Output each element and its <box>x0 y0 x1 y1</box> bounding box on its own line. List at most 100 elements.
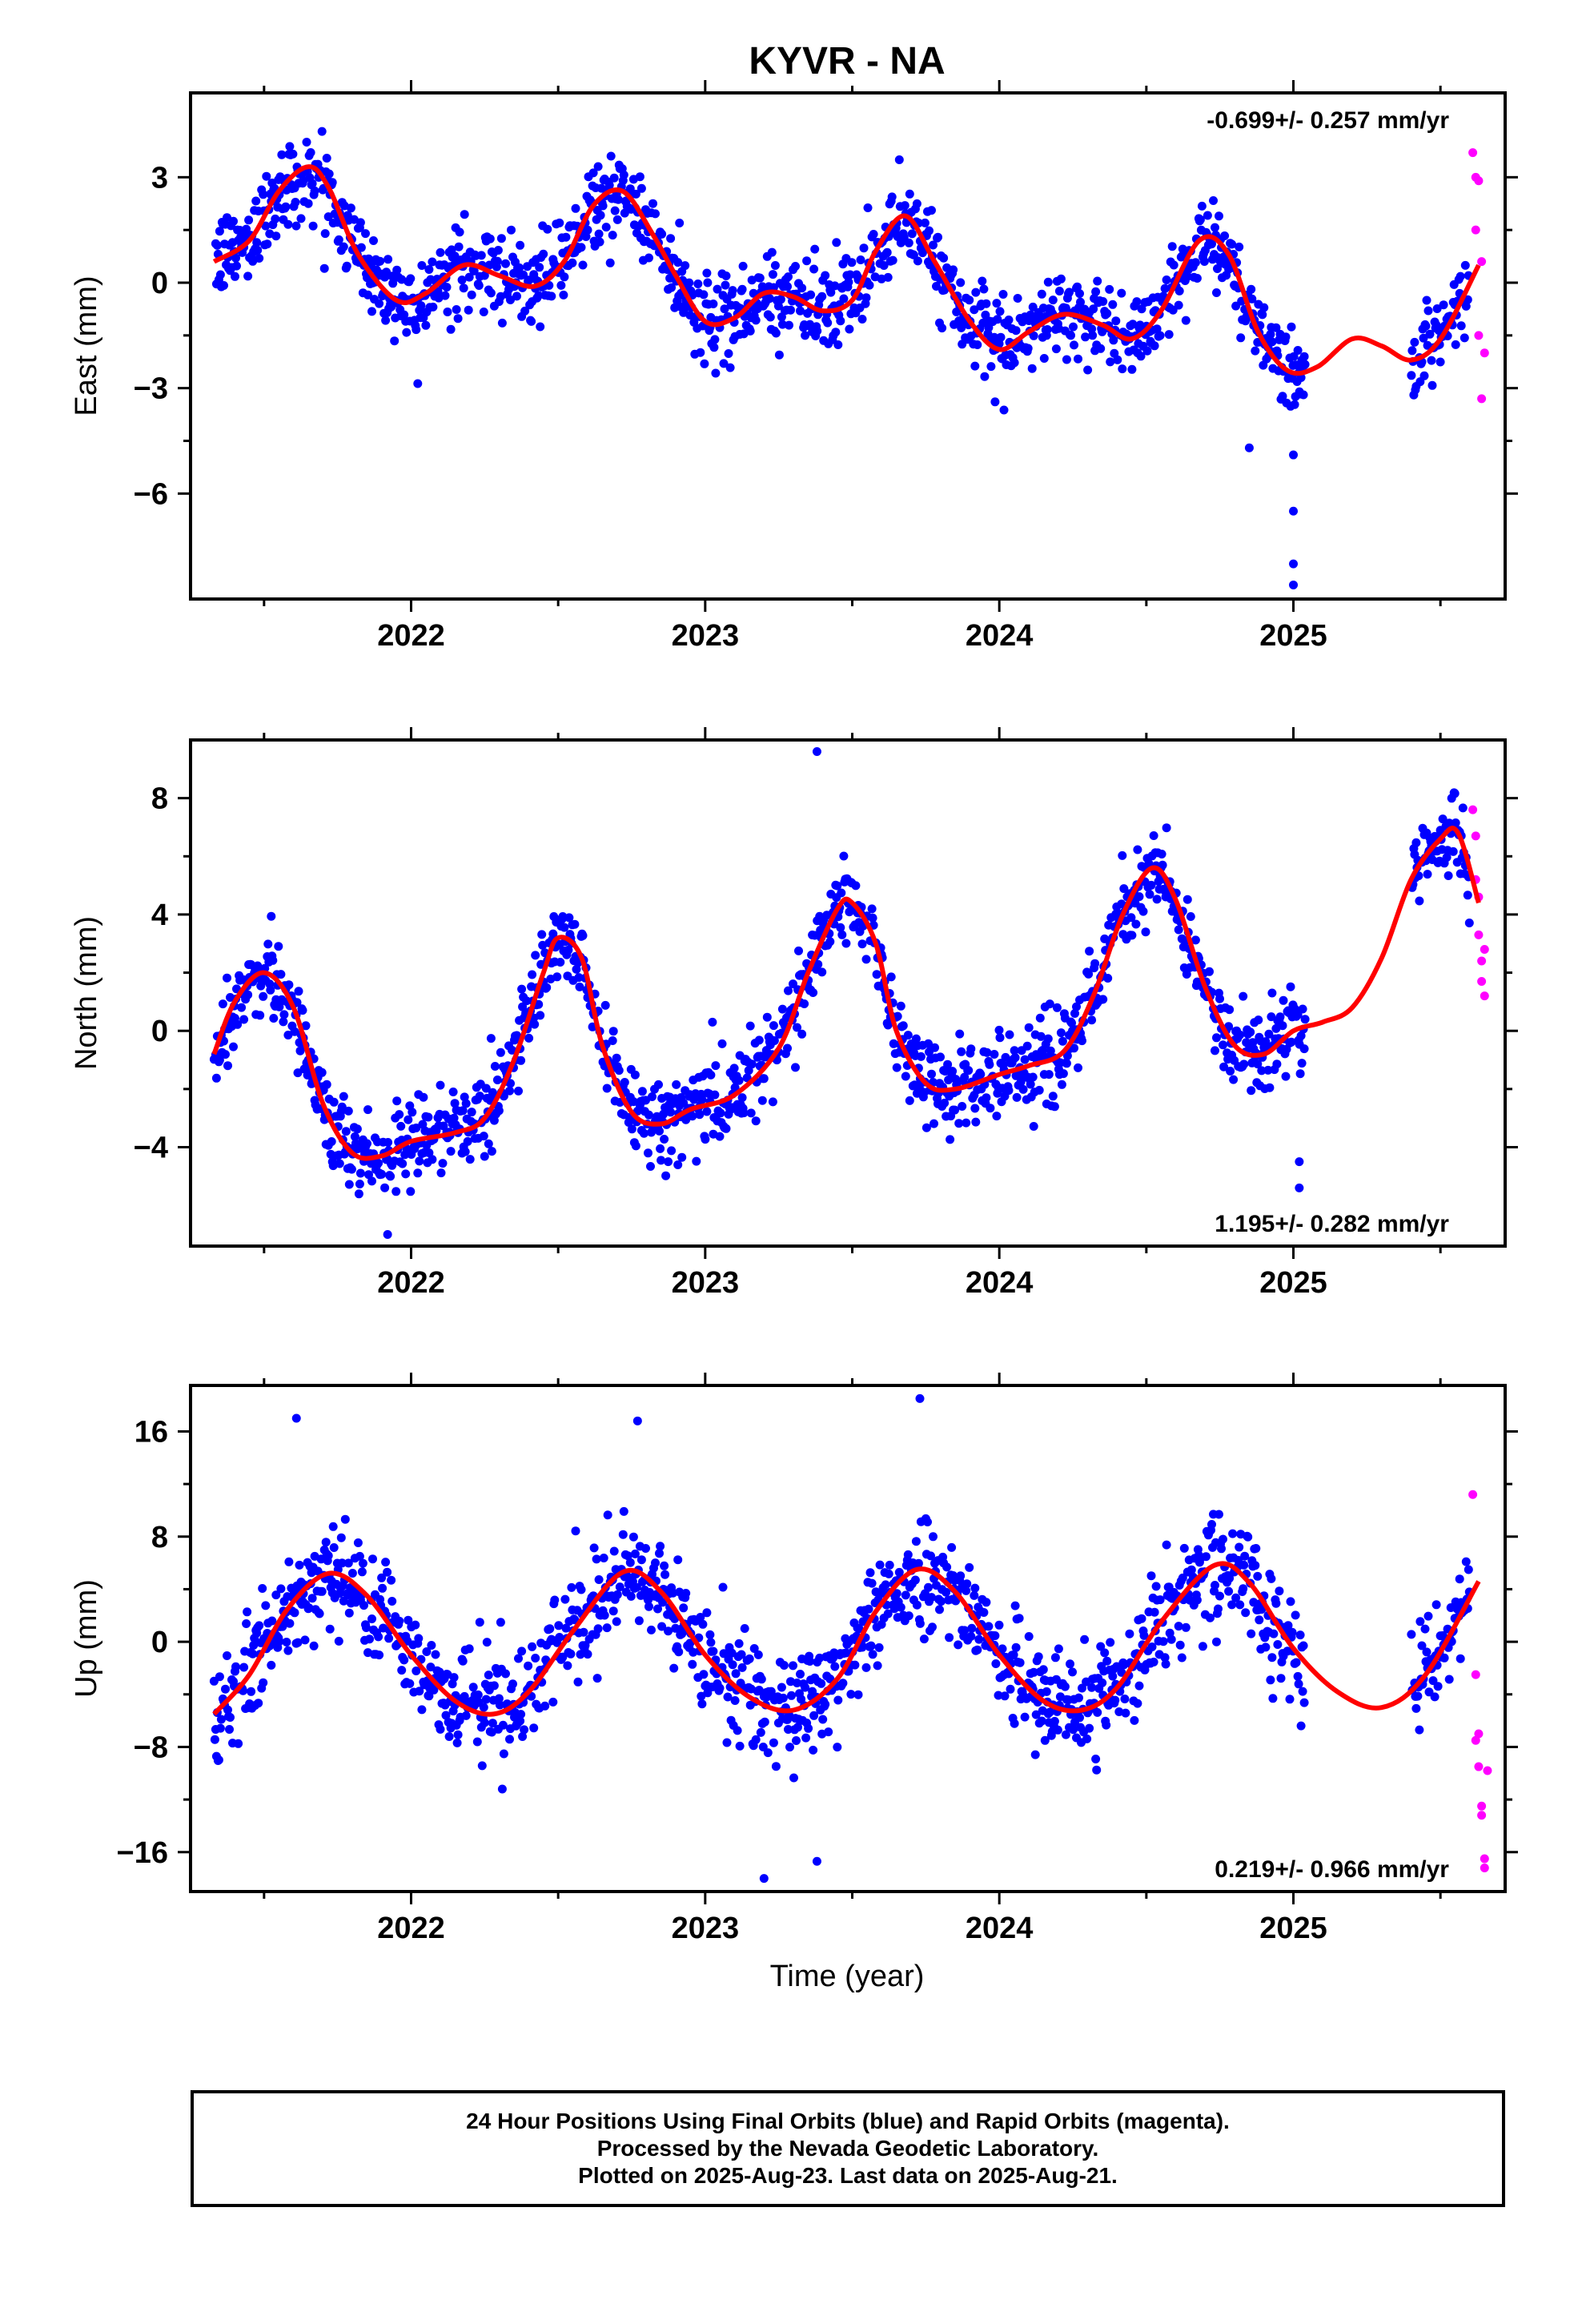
data-point-final <box>327 178 337 187</box>
data-point-final <box>730 1696 740 1705</box>
data-point-final <box>391 1187 401 1196</box>
data-point-final <box>937 1597 946 1606</box>
data-point-final <box>998 1644 1007 1654</box>
data-point-final <box>307 179 317 188</box>
data-point-final <box>1182 895 1192 904</box>
data-point-final <box>636 1555 646 1565</box>
data-point-final <box>715 1683 725 1693</box>
data-point-final <box>992 299 1002 308</box>
data-point-final <box>1146 880 1156 890</box>
data-point-final <box>448 1088 458 1096</box>
data-point-final <box>396 1121 406 1131</box>
data-point-rapid <box>1474 176 1484 186</box>
data-point-final <box>940 1098 950 1108</box>
data-point-final <box>484 1671 493 1680</box>
data-point-final <box>769 1738 778 1747</box>
data-point-final <box>527 316 536 326</box>
data-point-final <box>1061 1730 1070 1739</box>
data-point-final <box>1087 324 1097 334</box>
data-point-final <box>301 1021 311 1031</box>
data-point-final <box>885 1560 894 1570</box>
data-point-final <box>1261 1642 1271 1652</box>
data-point-final <box>1415 1617 1425 1626</box>
y-axis: 16 8 0 −8 −16 <box>117 1415 1518 1870</box>
data-point-final <box>1455 1574 1464 1584</box>
y-axis-label: North (mm) <box>70 916 103 1070</box>
data-point-final <box>419 1092 428 1102</box>
data-point-final <box>905 1096 914 1105</box>
data-point-final <box>770 261 780 270</box>
data-point-final <box>1127 364 1137 374</box>
data-point-final <box>1461 1557 1471 1566</box>
data-point-final <box>1027 364 1037 373</box>
data-point-final <box>821 1699 830 1709</box>
data-point-final <box>785 320 793 330</box>
data-point-final <box>1109 336 1118 345</box>
data-point-final <box>664 1157 673 1167</box>
data-point-final <box>657 1622 667 1631</box>
x-axis: 2022 2023 2024 2025 <box>263 80 1442 653</box>
data-point-final <box>1069 322 1078 332</box>
data-point-final <box>215 1672 224 1682</box>
data-point-final <box>1229 1075 1239 1084</box>
data-point-final <box>1035 1013 1045 1023</box>
data-point-final <box>887 192 897 202</box>
data-point-final <box>392 1096 402 1106</box>
data-point-final <box>657 229 667 239</box>
data-point-final <box>641 1096 650 1105</box>
data-point-final <box>751 316 761 325</box>
data-point-final <box>231 1662 240 1671</box>
data-point-final <box>560 272 569 282</box>
data-point-final <box>1062 355 1071 364</box>
data-point-final <box>836 316 845 326</box>
data-point-final <box>481 1695 491 1704</box>
rate-annotation: -0.699+/- 0.257 mm/yr <box>1207 107 1449 134</box>
data-point-final <box>267 1660 276 1670</box>
data-point-final <box>473 1690 483 1699</box>
data-point-final <box>492 1076 502 1084</box>
x-tick-label: 2025 <box>1259 619 1327 653</box>
data-point-final <box>567 1582 576 1592</box>
data-point-final <box>609 173 619 183</box>
data-point-final <box>578 260 588 270</box>
data-point-final <box>1271 1598 1281 1608</box>
data-point-final <box>999 405 1009 415</box>
data-point-final <box>1205 967 1214 976</box>
data-point-final <box>856 255 865 264</box>
data-point-final <box>1040 1735 1050 1745</box>
data-point-final <box>575 982 584 991</box>
data-point-final <box>845 324 854 334</box>
data-point-final <box>839 294 849 304</box>
data-point-final <box>1247 1086 1256 1096</box>
data-point-final <box>979 284 989 294</box>
data-point-final <box>1010 1719 1019 1728</box>
data-point-final <box>1425 329 1435 339</box>
data-point-final <box>721 280 730 290</box>
data-point-final <box>303 199 313 208</box>
data-point-final <box>942 1587 951 1597</box>
data-point-final <box>779 1661 789 1670</box>
data-point-final <box>651 209 660 219</box>
data-point-final <box>319 263 329 273</box>
data-point-final <box>606 151 616 161</box>
data-point-final <box>1290 400 1299 409</box>
data-point-final <box>672 1080 681 1089</box>
data-point-final <box>1420 1624 1430 1634</box>
data-point-final <box>1247 294 1257 304</box>
data-point-final <box>1207 239 1216 249</box>
data-point-final <box>1078 1683 1086 1693</box>
data-point-final <box>648 199 657 208</box>
data-point-final <box>327 1137 336 1146</box>
data-point-final <box>1118 850 1127 860</box>
data-point-final <box>293 1068 303 1078</box>
data-point-final <box>930 1119 938 1128</box>
data-point-final <box>561 1623 571 1633</box>
data-point-final <box>524 1661 533 1671</box>
data-point-final <box>817 1679 826 1688</box>
data-point-final <box>1133 1699 1142 1708</box>
data-point-final <box>927 1069 936 1079</box>
data-point-final <box>1090 959 1100 968</box>
data-point-final <box>1096 1642 1106 1651</box>
data-point-final <box>1259 303 1269 312</box>
data-point-final <box>1407 1630 1416 1639</box>
